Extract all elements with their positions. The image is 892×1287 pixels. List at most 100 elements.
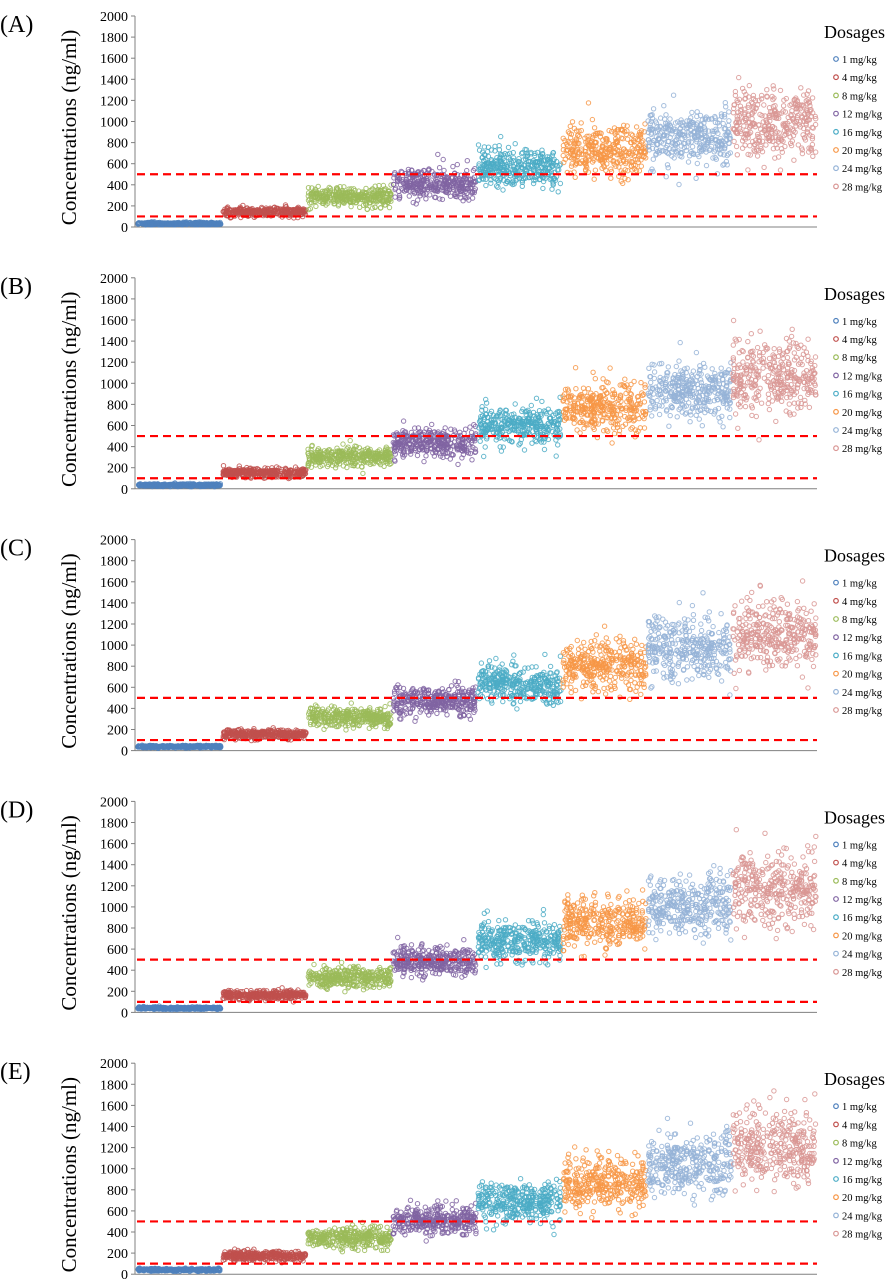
y-tick-label: 400 [107,441,128,456]
data-point [174,221,181,227]
data-point [216,221,223,227]
data-point [573,386,579,392]
data-point [633,124,640,130]
y-tick-label: 600 [107,420,128,435]
data-point [782,143,788,150]
data-point [590,369,596,375]
data-point [761,164,767,171]
y-tick-label: 1200 [100,94,128,109]
data-point [340,441,346,447]
data-point [421,458,427,465]
data-point [591,176,597,182]
data-point [696,416,702,422]
data-point [462,426,469,432]
data-point [689,144,696,150]
series-16-mg-kg [476,394,564,460]
series-12-mg-kg [390,151,479,207]
data-point [400,418,407,424]
data-point [727,414,733,421]
data-point [602,396,609,402]
panel-label: (B) [0,274,32,300]
data-point [726,118,732,124]
legend-item-label: 16 mg/kg [842,128,883,139]
data-point [512,141,518,147]
data-point [435,151,441,158]
data-point [717,419,723,425]
data-point [500,187,506,193]
series-24-mg-kg [645,339,734,430]
data-point [661,103,667,109]
data-point [749,116,755,122]
data-point [592,376,598,382]
y-tick-label: 400 [107,179,128,194]
legend-marker [833,165,839,172]
data-point [670,92,677,98]
legend-item-label: 12 mg/kg [842,110,883,121]
legend-marker [833,92,839,99]
data-point [585,386,592,392]
data-point [437,196,443,202]
data-point [731,138,737,145]
data-point [685,159,692,165]
data-point [555,189,561,195]
data-point [667,412,673,419]
data-point [557,180,564,187]
data-point [505,144,512,151]
legend-item-label: 24 mg/kg [842,164,883,175]
data-point [521,447,528,453]
series-20-mg-kg [560,365,649,446]
series-8-mg-kg [305,182,394,213]
y-tick-label: 1600 [100,314,128,329]
y-axis-title: Concentrations (ng/ml) [57,30,81,225]
data-point [500,444,506,450]
data-point [159,220,165,226]
data-point [469,195,476,201]
data-point [591,125,598,131]
y-tick-label: 1400 [100,73,128,88]
series-20-mg-kg [560,100,649,187]
data-point [764,87,770,93]
data-point [676,358,682,364]
legend-title: Dosages [824,22,885,42]
legend-item-label: 8 mg/kg [842,91,877,102]
data-point [481,453,487,460]
data-point [549,186,555,192]
data-point [665,364,671,370]
data-point [718,365,724,371]
series-28-mg-kg [730,74,819,173]
data-point [725,122,732,129]
data-point [141,221,148,227]
data-point [475,142,482,148]
data-point [733,143,740,150]
data-point [813,149,819,155]
data-point [414,452,421,459]
data-point [483,182,489,189]
data-point [812,121,819,128]
y-tick-label: 1800 [100,293,128,308]
data-point [202,220,208,226]
data-point [745,167,751,173]
series-8-mg-kg [305,437,394,477]
data-point [441,167,447,174]
data-point [608,175,614,181]
data-point [636,168,643,174]
data-point [571,420,577,426]
data-point [533,395,540,401]
data-point [798,85,804,91]
data-point [746,82,752,89]
data-point [442,425,448,431]
series-1-mg-kg [135,480,224,490]
data-point [720,162,726,168]
data-point [581,425,587,432]
data-point [454,161,460,168]
series-1-mg-kg [135,219,224,228]
data-point [777,87,784,94]
data-point [209,220,216,227]
data-point [569,119,576,125]
data-point [213,221,219,227]
data-point [348,203,354,210]
data-point [186,221,193,227]
data-point [736,74,742,81]
